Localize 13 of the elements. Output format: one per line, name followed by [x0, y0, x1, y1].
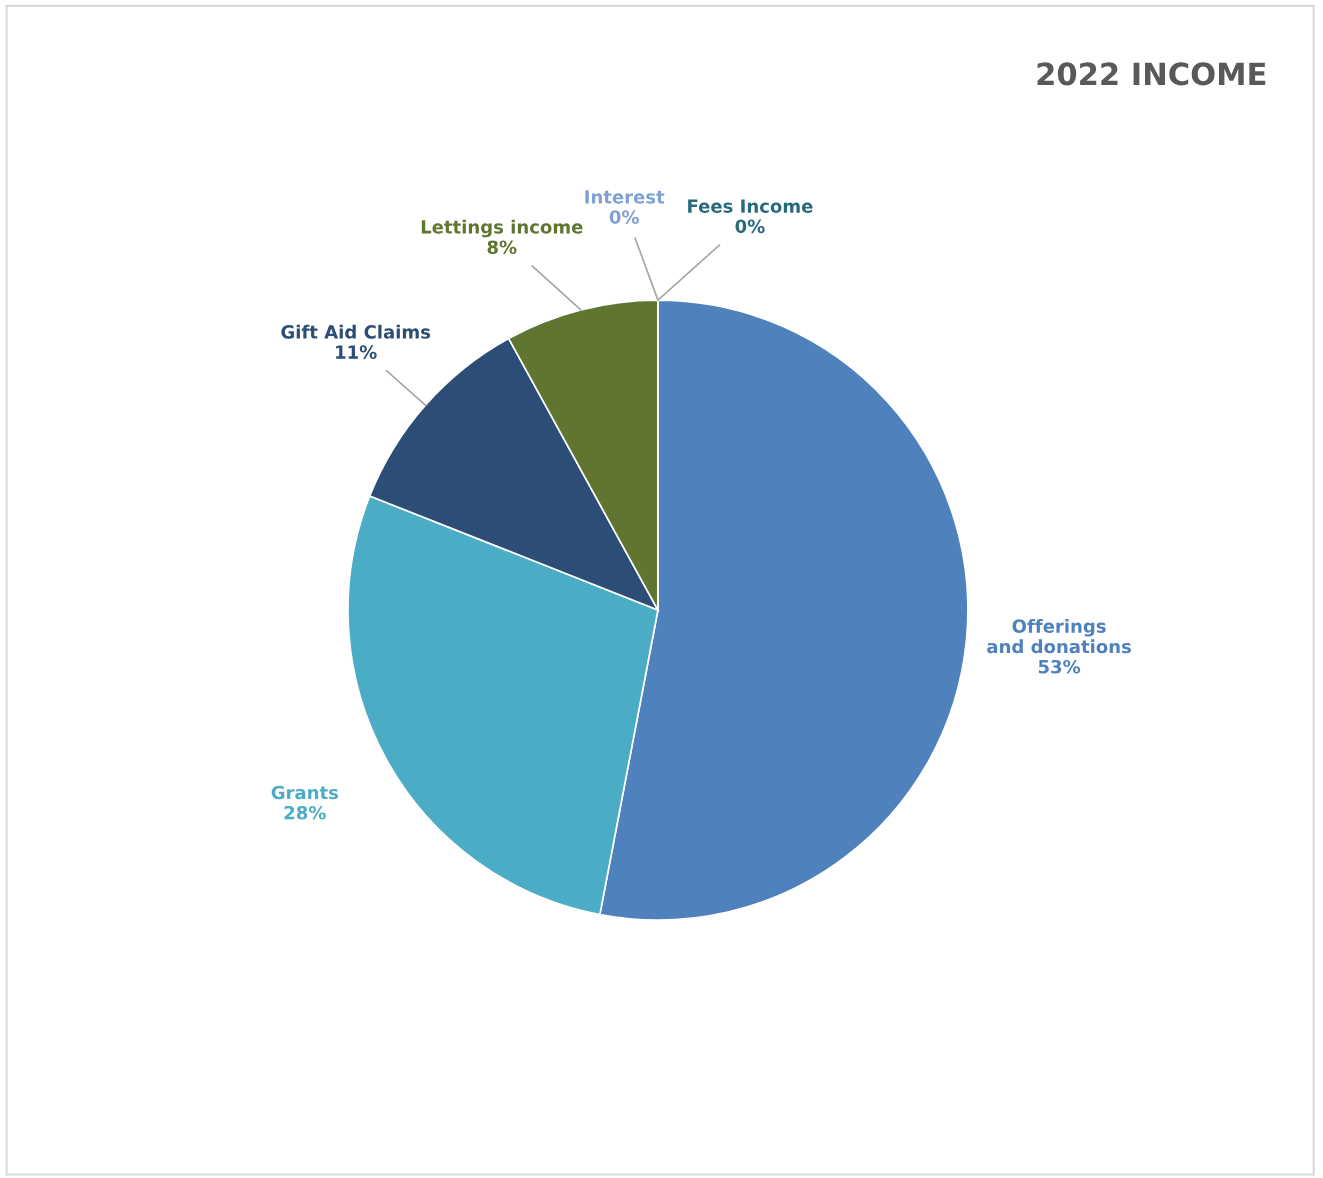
- text: 0%: [735, 219, 765, 234]
- category-label: Interest: [585, 190, 665, 204]
- slice-label: Gift Aid Claims: [281, 324, 431, 339]
- slice-label: Lettings income: [421, 219, 583, 238]
- data-label: 53%: [1038, 659, 1081, 674]
- chart-title: 2022 INCOME: [1037, 62, 1266, 86]
- slice-label: Offerings and donations: [987, 618, 1131, 654]
- category-label: Fees Income: [688, 199, 813, 213]
- data-label: 8%: [487, 240, 517, 255]
- data-label: 28%: [284, 805, 326, 820]
- text: 0%: [609, 210, 639, 224]
- slice-label: Grants: [271, 785, 339, 800]
- data-label: 11%: [336, 345, 377, 359]
